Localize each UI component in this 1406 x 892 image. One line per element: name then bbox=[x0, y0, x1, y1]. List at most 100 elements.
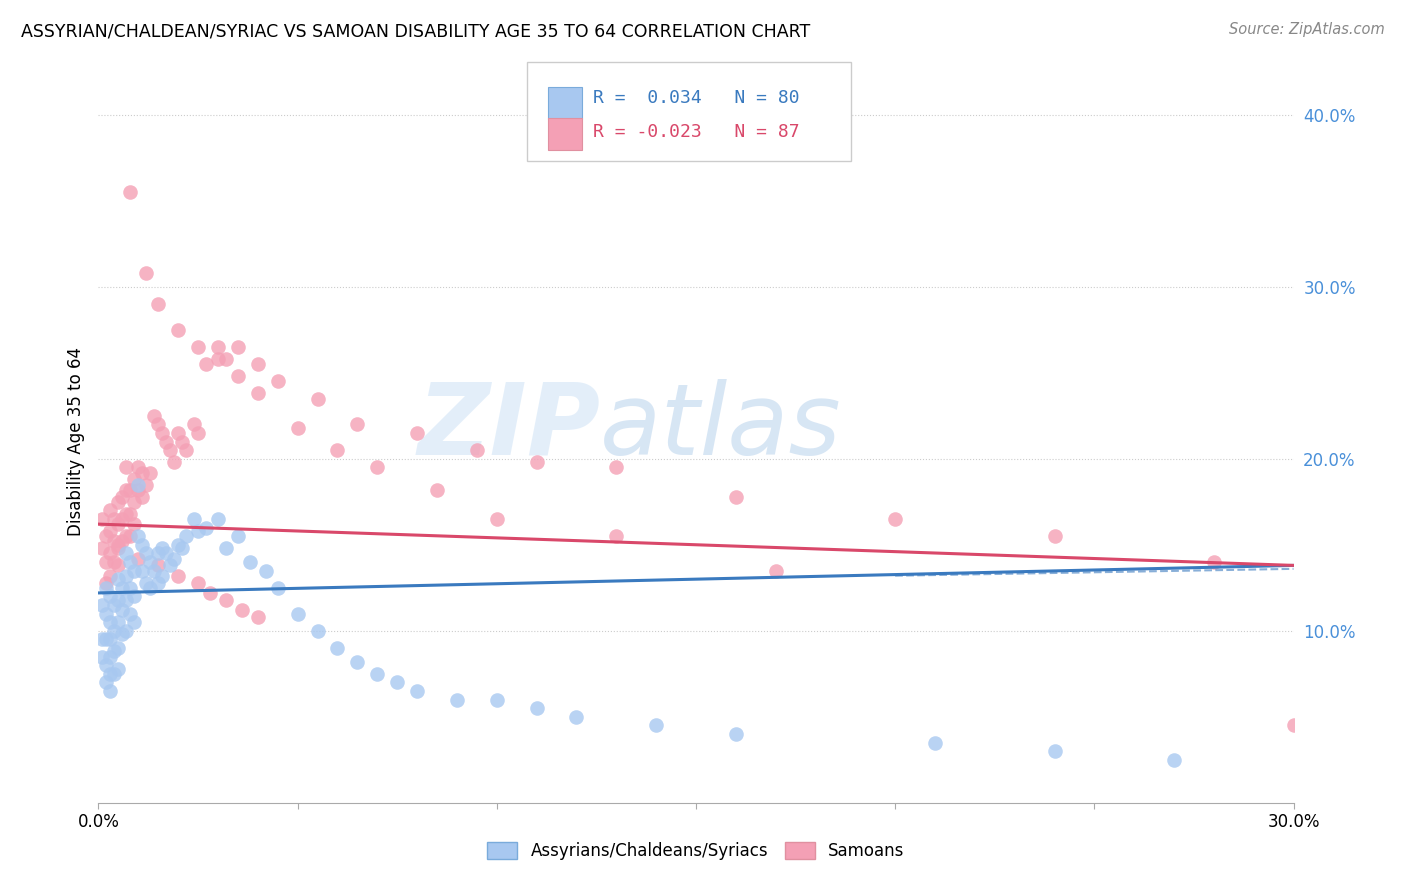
Point bbox=[366, 460, 388, 475]
Point bbox=[127, 529, 149, 543]
Point bbox=[103, 598, 125, 612]
Point bbox=[127, 477, 149, 491]
Point bbox=[605, 460, 627, 475]
Point bbox=[107, 538, 129, 552]
Point bbox=[115, 624, 138, 638]
Point bbox=[187, 425, 209, 440]
Point bbox=[366, 666, 388, 681]
Point bbox=[115, 483, 138, 497]
Point bbox=[174, 443, 197, 458]
Point bbox=[1043, 529, 1066, 543]
Point bbox=[127, 551, 149, 566]
Point bbox=[96, 555, 118, 569]
Point bbox=[246, 357, 269, 371]
Point bbox=[131, 490, 153, 504]
Y-axis label: Disability Age 35 to 64: Disability Age 35 to 64 bbox=[66, 347, 84, 536]
Point bbox=[765, 564, 787, 578]
Point bbox=[111, 534, 134, 549]
Point bbox=[231, 603, 253, 617]
Point bbox=[724, 727, 747, 741]
Point bbox=[148, 558, 170, 573]
Point bbox=[91, 598, 114, 612]
Point bbox=[115, 460, 138, 475]
Point bbox=[120, 607, 142, 621]
Point bbox=[96, 675, 118, 690]
Point bbox=[446, 692, 468, 706]
Point bbox=[91, 512, 114, 526]
Point bbox=[91, 649, 114, 664]
Point bbox=[198, 586, 221, 600]
Point bbox=[96, 658, 118, 673]
Point bbox=[115, 592, 138, 607]
Point bbox=[183, 417, 205, 432]
Point bbox=[143, 409, 166, 423]
Point bbox=[148, 546, 170, 560]
Point bbox=[120, 529, 142, 543]
Point bbox=[246, 386, 269, 401]
Point bbox=[96, 575, 118, 590]
Point bbox=[124, 472, 146, 486]
Text: Source: ZipAtlas.com: Source: ZipAtlas.com bbox=[1229, 22, 1385, 37]
Point bbox=[98, 524, 122, 538]
Legend: Assyrians/Chaldeans/Syriacs, Samoans: Assyrians/Chaldeans/Syriacs, Samoans bbox=[481, 835, 911, 867]
Point bbox=[924, 735, 946, 749]
Point bbox=[406, 425, 429, 440]
Point bbox=[91, 632, 114, 647]
Point bbox=[139, 555, 162, 569]
Point bbox=[426, 483, 449, 497]
Point bbox=[239, 555, 262, 569]
Point bbox=[287, 607, 309, 621]
Point bbox=[124, 615, 146, 630]
Point bbox=[183, 512, 205, 526]
Point bbox=[150, 425, 173, 440]
Point bbox=[103, 555, 125, 569]
Point bbox=[307, 392, 329, 406]
Point bbox=[187, 524, 209, 538]
Point bbox=[406, 684, 429, 698]
Point bbox=[107, 615, 129, 630]
Point bbox=[148, 297, 170, 311]
Point bbox=[565, 710, 588, 724]
Point bbox=[215, 541, 238, 556]
Text: atlas: atlas bbox=[600, 378, 842, 475]
Point bbox=[127, 483, 149, 497]
Point bbox=[159, 443, 181, 458]
Point bbox=[167, 538, 190, 552]
Point bbox=[167, 323, 190, 337]
Point bbox=[111, 581, 134, 595]
Point bbox=[195, 520, 218, 534]
Point bbox=[167, 568, 190, 582]
Point bbox=[307, 624, 329, 638]
Point bbox=[605, 529, 627, 543]
Point bbox=[131, 466, 153, 480]
Point bbox=[124, 494, 146, 508]
Point bbox=[465, 443, 488, 458]
Point bbox=[98, 632, 122, 647]
Point bbox=[139, 581, 162, 595]
Point bbox=[215, 351, 238, 366]
Point bbox=[187, 340, 209, 354]
Point bbox=[139, 466, 162, 480]
Point bbox=[143, 564, 166, 578]
Point bbox=[103, 512, 125, 526]
Point bbox=[91, 541, 114, 556]
Text: ASSYRIAN/CHALDEAN/SYRIAC VS SAMOAN DISABILITY AGE 35 TO 64 CORRELATION CHART: ASSYRIAN/CHALDEAN/SYRIAC VS SAMOAN DISAB… bbox=[21, 22, 810, 40]
Point bbox=[107, 592, 129, 607]
Point bbox=[111, 512, 134, 526]
Point bbox=[254, 564, 277, 578]
Point bbox=[135, 575, 157, 590]
Point bbox=[155, 434, 177, 449]
Point bbox=[107, 662, 129, 676]
Point bbox=[115, 507, 138, 521]
Point bbox=[163, 455, 186, 469]
Point bbox=[115, 546, 138, 560]
Point bbox=[135, 546, 157, 560]
Point bbox=[187, 575, 209, 590]
Point bbox=[120, 185, 142, 199]
Point bbox=[485, 692, 508, 706]
Point bbox=[98, 666, 122, 681]
Point bbox=[98, 615, 122, 630]
Point bbox=[207, 340, 229, 354]
Point bbox=[107, 572, 129, 586]
Point bbox=[124, 590, 146, 604]
